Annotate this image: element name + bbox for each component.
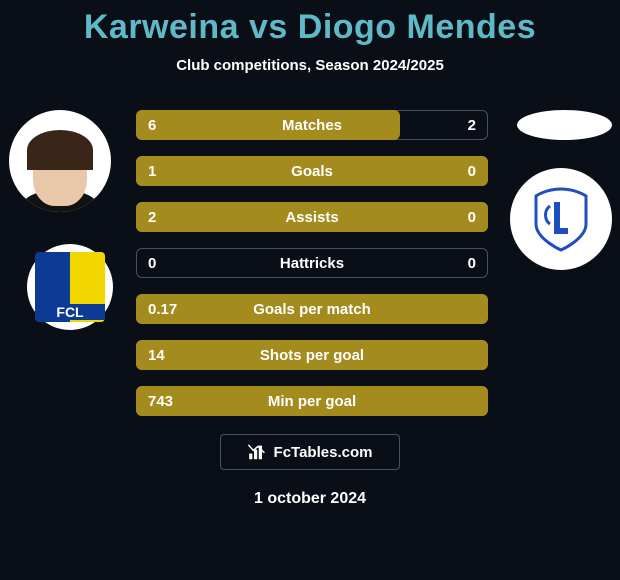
club-left-short: FCL xyxy=(35,304,105,320)
stat-bars: 62Matches 10Goals 20Assists 00Hattricks 0.17… xyxy=(136,110,488,416)
stat-label: Shots per goal xyxy=(136,340,488,370)
comparison-panel: FCL 62Matches 10Goals 20Assists 00Hattricks… xyxy=(0,110,620,416)
stat-row: 62Matches xyxy=(136,110,488,140)
player-left-avatar xyxy=(9,110,111,212)
stat-label: Goals per match xyxy=(136,294,488,324)
stat-label: Goals xyxy=(136,156,488,186)
club-left-logo: FCL xyxy=(27,244,113,330)
page-title: Karweina vs Diogo Mendes xyxy=(0,0,620,47)
brand-badge: FcTables.com xyxy=(220,434,400,470)
stat-row: 00Hattricks xyxy=(136,248,488,278)
stat-label: Hattricks xyxy=(136,248,488,278)
stat-row: 20Assists xyxy=(136,202,488,232)
stat-row: 14Shots per goal xyxy=(136,340,488,370)
stat-label: Assists xyxy=(136,202,488,232)
date: 1 october 2024 xyxy=(0,490,620,508)
stat-label: Matches xyxy=(136,110,488,140)
club-right-logo xyxy=(510,168,612,270)
chart-icon xyxy=(248,444,268,460)
stat-label: Min per goal xyxy=(136,386,488,416)
stat-row: 743Min per goal xyxy=(136,386,488,416)
subtitle: Club competitions, Season 2024/2025 xyxy=(0,57,620,74)
player-right-avatar xyxy=(517,110,612,140)
stat-row: 0.17Goals per match xyxy=(136,294,488,324)
brand-text: FcTables.com xyxy=(274,444,373,461)
stat-row: 10Goals xyxy=(136,156,488,186)
